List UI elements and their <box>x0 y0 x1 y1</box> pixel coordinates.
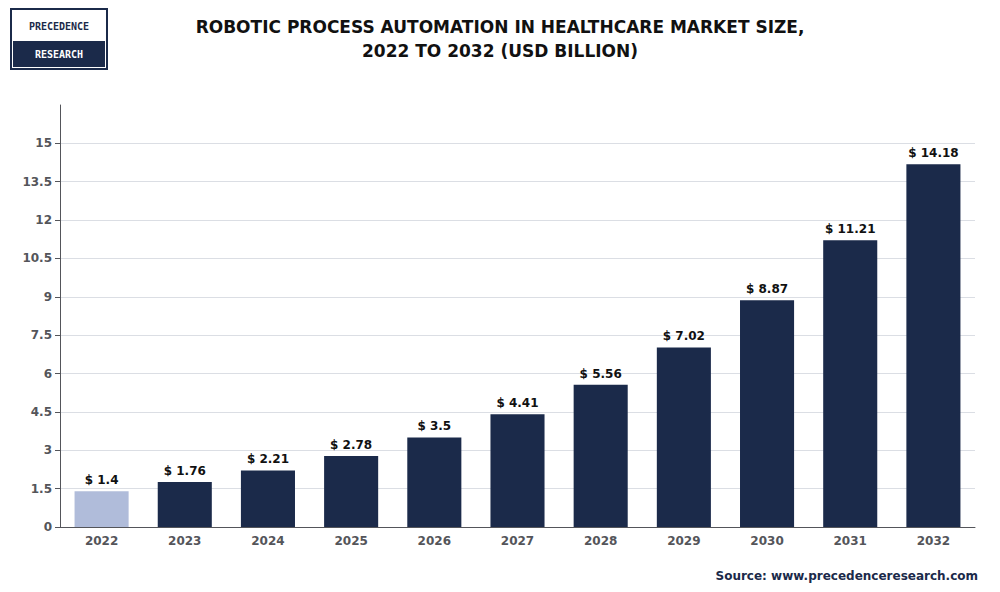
svg-text:2022: 2022 <box>85 534 118 548</box>
svg-text:RESEARCH: RESEARCH <box>35 49 83 60</box>
svg-text:10.5: 10.5 <box>22 251 52 265</box>
svg-text:3: 3 <box>44 443 52 457</box>
svg-text:13.5: 13.5 <box>22 175 52 189</box>
svg-text:2032: 2032 <box>917 534 950 548</box>
svg-text:2028: 2028 <box>584 534 617 548</box>
svg-text:4.5: 4.5 <box>31 405 52 419</box>
svg-text:$ 8.87: $ 8.87 <box>746 282 788 296</box>
svg-text:2025: 2025 <box>334 534 367 548</box>
svg-text:2024: 2024 <box>251 534 284 548</box>
svg-text:$ 4.41: $ 4.41 <box>496 396 538 410</box>
svg-text:2031: 2031 <box>834 534 867 548</box>
svg-text:$ 1.4: $ 1.4 <box>85 473 119 487</box>
svg-text:2026: 2026 <box>418 534 451 548</box>
svg-text:0: 0 <box>44 520 52 534</box>
svg-text:$ 2.78: $ 2.78 <box>330 438 372 452</box>
svg-text:$ 2.21: $ 2.21 <box>247 452 289 466</box>
svg-text:$ 14.18: $ 14.18 <box>908 146 958 160</box>
svg-text:2027: 2027 <box>501 534 534 548</box>
svg-text:PRECEDENCE: PRECEDENCE <box>29 21 89 32</box>
svg-text:2022 TO 2032 (USD BILLION): 2022 TO 2032 (USD BILLION) <box>362 41 638 61</box>
svg-text:7.5: 7.5 <box>31 328 52 342</box>
svg-text:1.5: 1.5 <box>31 482 52 496</box>
svg-text:15: 15 <box>35 136 52 150</box>
svg-text:$ 7.02: $ 7.02 <box>663 329 705 343</box>
svg-text:9: 9 <box>44 290 52 304</box>
svg-text:$ 1.76: $ 1.76 <box>164 464 206 478</box>
svg-text:2030: 2030 <box>750 534 783 548</box>
svg-text:6: 6 <box>44 367 52 381</box>
svg-text:2029: 2029 <box>667 534 700 548</box>
svg-text:Source: www.precedenceresearch: Source: www.precedenceresearch.com <box>716 569 978 583</box>
svg-text:2023: 2023 <box>168 534 201 548</box>
svg-text:ROBOTIC PROCESS AUTOMATION IN: ROBOTIC PROCESS AUTOMATION IN HEALTHCARE… <box>196 17 805 37</box>
svg-text:$ 11.21: $ 11.21 <box>825 222 875 236</box>
svg-text:$ 5.56: $ 5.56 <box>580 367 622 381</box>
svg-text:$ 3.5: $ 3.5 <box>417 419 451 433</box>
svg-text:12: 12 <box>35 213 52 227</box>
